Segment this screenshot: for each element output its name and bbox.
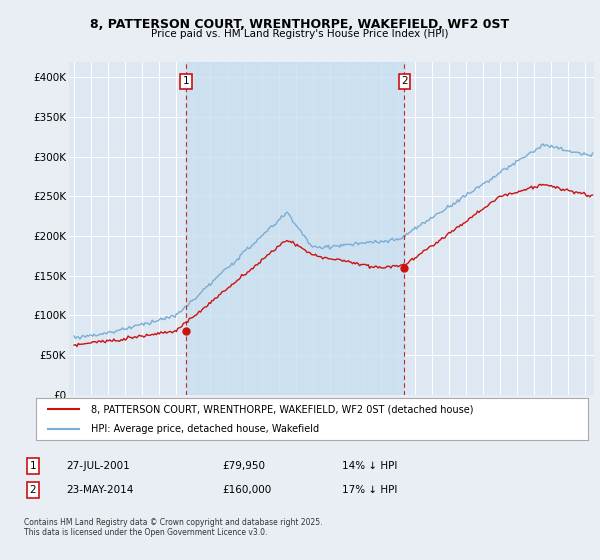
Text: 23-MAY-2014: 23-MAY-2014: [66, 485, 133, 495]
Text: Price paid vs. HM Land Registry's House Price Index (HPI): Price paid vs. HM Land Registry's House …: [151, 29, 449, 39]
Text: Contains HM Land Registry data © Crown copyright and database right 2025.
This d: Contains HM Land Registry data © Crown c…: [24, 518, 323, 538]
Text: 27-JUL-2001: 27-JUL-2001: [66, 461, 130, 471]
Text: 1: 1: [182, 76, 189, 86]
Text: £160,000: £160,000: [222, 485, 271, 495]
Text: 2: 2: [29, 485, 37, 495]
Text: 8, PATTERSON COURT, WRENTHORPE, WAKEFIELD, WF2 0ST (detached house): 8, PATTERSON COURT, WRENTHORPE, WAKEFIEL…: [91, 404, 474, 414]
Text: 8, PATTERSON COURT, WRENTHORPE, WAKEFIELD, WF2 0ST: 8, PATTERSON COURT, WRENTHORPE, WAKEFIEL…: [91, 18, 509, 31]
Text: 2: 2: [401, 76, 408, 86]
Text: 14% ↓ HPI: 14% ↓ HPI: [342, 461, 397, 471]
Text: £79,950: £79,950: [222, 461, 265, 471]
Bar: [186, 62, 404, 395]
Text: 17% ↓ HPI: 17% ↓ HPI: [342, 485, 397, 495]
Text: HPI: Average price, detached house, Wakefield: HPI: Average price, detached house, Wake…: [91, 424, 319, 434]
Text: 1: 1: [29, 461, 37, 471]
